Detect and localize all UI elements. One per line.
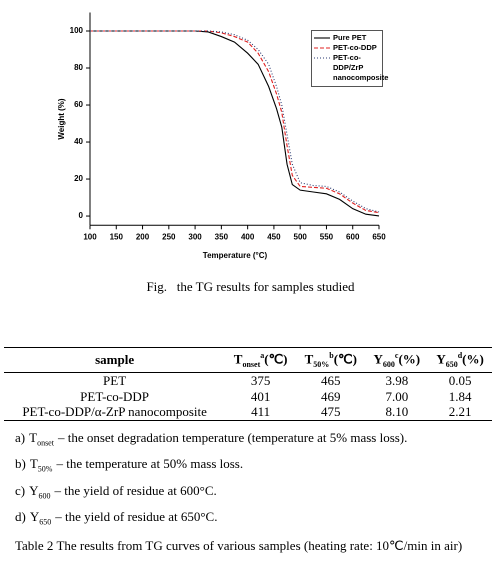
table-row: PET-co-DDP 401 469 7.00 1.84 <box>4 389 492 405</box>
unit: (℃) <box>264 351 288 367</box>
x-tick-label: 300 <box>188 232 202 241</box>
note-symbol: T <box>29 456 38 471</box>
legend-swatch <box>314 57 330 59</box>
header-cell: Y650d(%) <box>428 348 492 373</box>
note-symbol: T <box>29 430 38 445</box>
y-tick-label: 80 <box>74 63 83 72</box>
note-subscript: onset <box>37 438 54 448</box>
note-text: – the yield of residue at 650°C. <box>55 509 218 524</box>
note-label: c) <box>15 483 26 498</box>
y-tick-label: 40 <box>74 137 83 146</box>
value-cell: 411 <box>251 404 271 420</box>
unit: (℃) <box>333 351 357 367</box>
note-label: a) <box>15 430 26 445</box>
subscript: 650 <box>445 359 458 369</box>
header-cell: Y600c(%) <box>365 348 428 373</box>
note-symbol: Y <box>29 509 40 524</box>
results-table: sample Tonseta(℃) T50%b(℃) Y600c(%) Y650d(%)… <box>4 347 492 421</box>
value-cell: 375 <box>250 373 271 389</box>
note: c) Y600– the yield of residue at 600°C. <box>15 483 217 501</box>
subscript: 600 <box>382 359 395 369</box>
legend-swatch <box>314 47 330 49</box>
y-tick-label: 100 <box>70 26 84 35</box>
symbol: Y <box>373 351 383 367</box>
subscript: 50% <box>313 359 330 369</box>
note-label: b) <box>15 456 26 471</box>
legend-label: PET-co-DDP <box>333 43 377 52</box>
value-cell: 401 <box>250 388 271 404</box>
unit: (%) <box>398 351 421 367</box>
y-tick-label: 60 <box>74 100 83 109</box>
x-tick-label: 500 <box>294 232 308 241</box>
table-row: PET 375 465 3.98 0.05 <box>4 373 492 389</box>
x-tick-label: 250 <box>162 232 176 241</box>
header-cell: Tonseta(℃) <box>225 348 296 373</box>
x-tick-label: 150 <box>110 232 124 241</box>
table-caption: Table 2 The results from TG curves of va… <box>15 538 463 553</box>
note-text: – the yield of residue at 600°C. <box>54 483 217 498</box>
note: d) Y650– the yield of residue at 650°C. <box>15 509 217 527</box>
x-tick-label: 350 <box>215 232 229 241</box>
superscript: c <box>394 351 399 360</box>
note-label: d) <box>15 509 26 524</box>
subscript: onset <box>242 359 261 369</box>
x-axis-label: Temperature (°C) <box>203 251 268 260</box>
value-cell: 465 <box>321 373 341 389</box>
series-line <box>90 30 380 217</box>
superscript: b <box>329 351 334 360</box>
note-subscript: 650 <box>39 517 52 527</box>
x-tick-label: 450 <box>267 232 281 241</box>
legend-label: Pure PET <box>333 33 367 42</box>
note-text: – the temperature at 50% mass loss. <box>56 456 244 471</box>
note: b) T50% – the temperature at 50% mass loss… <box>15 456 243 474</box>
value-cell: 8.10 <box>385 404 409 420</box>
chart: Weight (%) Temperature (°C) 0 20 40 60 80 100… <box>57 12 386 260</box>
legend-entry: Pure PET <box>314 33 380 43</box>
x-tick-label: 100 <box>83 232 97 241</box>
note: a) Tonset – the onset degradation temperat… <box>15 430 407 448</box>
legend-swatch <box>314 37 330 39</box>
value-cell: 475 <box>321 404 341 420</box>
header-cell: sample <box>95 352 135 368</box>
y-tick-label: 0 <box>79 211 84 220</box>
legend-label: PET-co-DDP/ZrP nanocomposite <box>333 53 389 82</box>
y-axis-label: Weight (%) <box>57 98 66 140</box>
header-cell: T50%b(℃) <box>296 348 365 373</box>
superscript: d <box>457 351 463 360</box>
symbol: T <box>304 351 314 367</box>
header-row: sample Tonseta(℃) T50%b(℃) Y600c(%) Y650d(%) <box>4 347 492 373</box>
y-tick-label: 20 <box>74 174 83 183</box>
figure-caption: Fig. the TG results for samples studied <box>146 279 355 294</box>
table-row: PET-co-DDP/α-ZrP nanocomposite 411 475 8.10… <box>4 404 492 421</box>
sample-cell: PET-co-DDP <box>80 388 150 404</box>
sample-cell: PET <box>103 373 127 389</box>
x-tick-label: 600 <box>346 232 360 241</box>
value-cell: 7.00 <box>385 388 409 404</box>
series-line <box>90 30 380 214</box>
value-cell: 1.84 <box>448 388 472 404</box>
unit: (%) <box>462 351 484 367</box>
value-cell: 0.05 <box>448 373 472 389</box>
legend: Pure PET PET-co-DDP PET-co-DDP/ZrP nanocom… <box>311 30 389 87</box>
note-subscript: 600 <box>38 491 51 501</box>
series-line <box>90 30 380 213</box>
x-tick-label: 400 <box>241 232 255 241</box>
superscript: a <box>260 351 265 360</box>
legend-entry: PET-co-DDP/ZrP nanocomposite <box>314 53 389 83</box>
note-symbol: Y <box>29 483 39 498</box>
x-tick-label: 550 <box>320 232 334 241</box>
note-subscript: 50% <box>37 464 53 474</box>
value-cell: 2.21 <box>448 404 472 420</box>
symbol: T <box>233 351 243 367</box>
symbol: Y <box>436 351 446 367</box>
value-cell: 469 <box>321 388 341 404</box>
sample-cell: PET-co-DDP/α-ZrP nanocomposite <box>22 404 207 420</box>
x-tick-label: 200 <box>136 232 150 241</box>
table-body: PET 375 465 3.98 0.05 PET-co-DDP 401 469 7.00 1.8… <box>4 373 492 421</box>
value-cell: 3.98 <box>385 373 409 389</box>
note-text: – the onset degradation temperature (tem… <box>57 430 408 445</box>
legend-entry: PET-co-DDP <box>314 43 380 53</box>
x-tick-label: 650 <box>372 232 386 241</box>
